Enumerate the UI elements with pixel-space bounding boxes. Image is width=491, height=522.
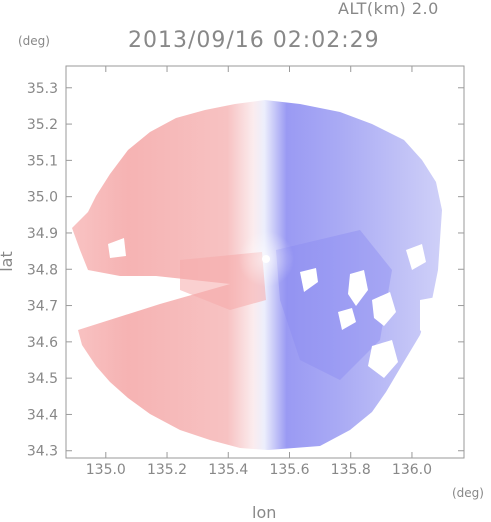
x-tick-label: 136.0 xyxy=(392,462,432,478)
no-echo-gap-2 xyxy=(300,268,318,292)
no-echo-gap-4 xyxy=(372,292,396,326)
radar-center xyxy=(262,255,270,263)
y-tick-label: 35.3 xyxy=(27,81,58,97)
x-axis-ticks: 135.0 135.2 135.4 135.6 135.8 136.0 xyxy=(86,66,432,478)
x-axis-label: lon xyxy=(252,503,277,522)
no-echo-gap-5 xyxy=(368,340,398,378)
y-tick-label: 34.5 xyxy=(27,371,58,387)
x-tick-label: 135.2 xyxy=(147,462,187,478)
no-echo-gap-9 xyxy=(108,238,126,258)
y-tick-label: 34.8 xyxy=(27,262,58,278)
no-echo-gap-8 xyxy=(398,386,418,406)
plot-frame xyxy=(65,65,465,459)
plot-area xyxy=(72,100,448,450)
no-echo-gap-1 xyxy=(348,270,368,306)
y-tick-label: 34.9 xyxy=(27,226,58,242)
no-echo-gap-6 xyxy=(420,296,448,346)
no-echo-gap-7 xyxy=(406,244,426,270)
y-tick-label: 34.3 xyxy=(27,444,58,460)
y-tick-label: 34.4 xyxy=(27,407,58,423)
x-tick-label: 135.8 xyxy=(331,462,371,478)
y-tick-label: 35.2 xyxy=(27,117,58,133)
x-tick-label: 135.6 xyxy=(269,462,309,478)
y-tick-label: 34.6 xyxy=(27,335,58,351)
chart-title: 2013/09/16 02:02:29 xyxy=(128,28,380,53)
approaching-core xyxy=(276,230,392,380)
altitude-label: ALT(km) 2.0 xyxy=(338,0,439,18)
y-tick-label: 34.7 xyxy=(27,299,58,315)
x-tick-label: 135.4 xyxy=(208,462,248,478)
y-tick-label: 35.0 xyxy=(27,190,58,206)
y-unit-label: (deg) xyxy=(18,34,50,48)
y-axis-ticks: 34.3 34.4 34.5 34.6 34.7 34.8 34.9 35.0 35.1 35.2… xyxy=(27,81,464,460)
x-unit-label: (deg) xyxy=(452,486,484,500)
y-tick-label: 35.1 xyxy=(27,153,58,169)
x-tick-label: 135.0 xyxy=(86,462,126,478)
no-echo-gap-3 xyxy=(338,308,356,330)
